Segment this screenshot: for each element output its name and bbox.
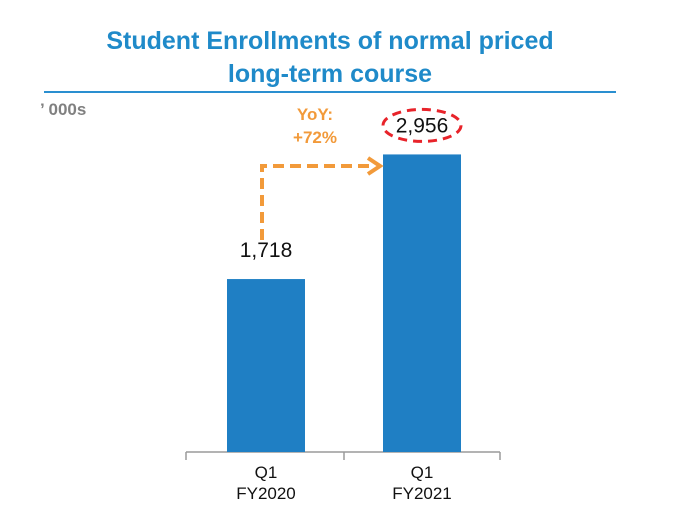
bar-1 bbox=[383, 154, 461, 453]
category-label-1-line-1: FY2021 bbox=[392, 484, 452, 503]
yoy-annotation-line-2: +72% bbox=[293, 128, 337, 147]
data-label-0: 1,718 bbox=[240, 239, 293, 262]
title-underline bbox=[44, 91, 616, 93]
yoy-annotation-line-1: YoY: bbox=[296, 105, 334, 124]
category-label-0-line-1: FY2020 bbox=[236, 484, 296, 503]
category-label-1-line-0: Q1 bbox=[411, 463, 434, 482]
yoy-annotation: YoY: +72% bbox=[270, 103, 360, 149]
category-label-0-line-0: Q1 bbox=[255, 463, 278, 482]
bar-0 bbox=[227, 279, 305, 452]
yoy-arrow-line bbox=[260, 164, 374, 240]
unit-label: ’ 000s bbox=[40, 100, 87, 119]
chart-title-line-2: long-term course bbox=[227, 60, 433, 88]
highlight-ellipse bbox=[381, 107, 463, 143]
data-label-1: 2,956 bbox=[396, 114, 449, 137]
yoy-arrow-head bbox=[366, 156, 384, 176]
chart-title-line-1: Student Enrollments of normal priced bbox=[106, 27, 554, 55]
